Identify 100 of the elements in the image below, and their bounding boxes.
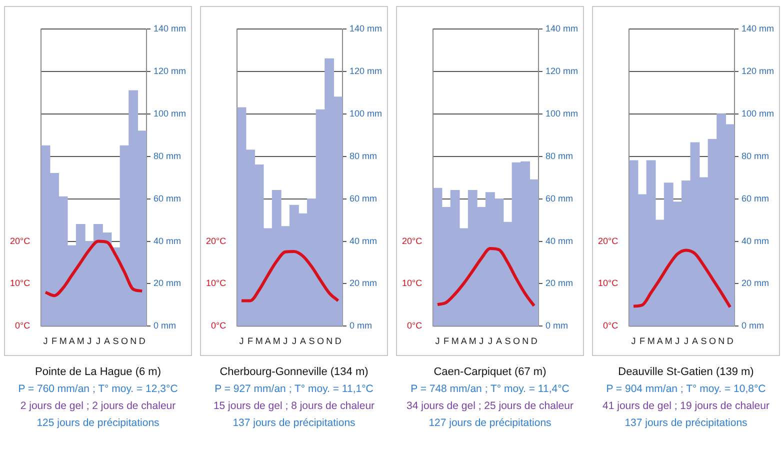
y2-tick-label: 100 mm: [741, 108, 774, 118]
y-tick-label: 10°C: [206, 278, 227, 288]
y2-tick-label: 60 mm: [349, 193, 378, 204]
x-tick-label: F: [444, 336, 450, 346]
x-tick-label: J: [435, 336, 440, 346]
y2-tick-label: 0 mm: [153, 320, 176, 331]
x-tick-label: S: [308, 336, 315, 346]
line-series: [436, 247, 536, 308]
y-tick-label: 0°C: [211, 320, 227, 331]
x-tick-label: M: [468, 336, 476, 346]
x-tick-label: S: [700, 336, 707, 346]
x-tick-label: N: [718, 336, 725, 346]
x-tick-label: J: [631, 336, 636, 346]
y2-tick-label: 40 mm: [349, 236, 378, 246]
x-tick-label: F: [640, 336, 646, 346]
x-tick-label: M: [76, 336, 84, 346]
y2-tick-label: 0 mm: [349, 320, 372, 331]
y2-tick-label: 120 mm: [349, 66, 382, 76]
x-tick-label: M: [59, 336, 67, 346]
text: 41 jours de gel ; 19 jours de chaleur: [602, 399, 770, 414]
x-tick-label: J: [283, 336, 288, 346]
y-tick-label: 20°C: [10, 236, 31, 246]
y-tick-label: 20°C: [402, 236, 423, 246]
x-tick-label: J: [96, 336, 100, 346]
y2-tick-label: 120 mm: [741, 66, 774, 76]
text: Cherbourg-Gonneville (134 m): [218, 365, 370, 380]
text: 137 jours de précipitations: [232, 416, 356, 431]
text: Caen-Carpiquet (67 m): [432, 365, 548, 380]
y2-tick-label: 40 mm: [545, 236, 574, 246]
x-tick-label: J: [87, 336, 92, 346]
y2-tick-label: 0 mm: [545, 320, 568, 331]
x-tick-label: O: [709, 336, 716, 346]
x-tick-label: N: [326, 336, 333, 346]
y-tick-label: 0°C: [603, 320, 619, 331]
x-tick-label: D: [530, 336, 538, 346]
y2-tick-label: 80 mm: [349, 150, 378, 161]
text: 125 jours de précipitations: [36, 416, 160, 431]
text: P = 748 mm/an ; T° moy. = 11,4°C: [410, 382, 570, 397]
y2-tick-label: 140 mm: [741, 23, 774, 34]
x-tick-label: J: [684, 336, 688, 346]
x-tick-label: F: [52, 336, 58, 346]
x-tick-label: A: [68, 336, 75, 346]
line-series: [240, 250, 340, 302]
text: 127 jours de précipitations: [428, 416, 552, 431]
x-tick-label: F: [248, 336, 254, 346]
y2-tick-label: 20 mm: [153, 278, 182, 288]
text: Pointe de La Hague (6 m): [34, 365, 162, 380]
y-tick-label: 0°C: [407, 320, 423, 331]
x-tick-label: J: [675, 336, 680, 346]
x-tick-label: A: [104, 336, 110, 346]
y2-tick-label: 40 mm: [153, 236, 182, 246]
x-tick-label: J: [239, 336, 244, 346]
x-tick-label: S: [112, 336, 119, 346]
y2-tick-label: 0 mm: [741, 320, 764, 331]
y2-tick-label: 120 mm: [545, 66, 578, 76]
y2-tick-label: 20 mm: [545, 278, 574, 288]
x-tick-label: N: [522, 336, 529, 346]
x-tick-label: J: [43, 336, 48, 346]
x-tick-label: M: [664, 336, 672, 346]
text: Deauville St-Gatien (139 m): [617, 365, 755, 380]
x-tick-label: J: [488, 336, 492, 346]
x-tick-label: M: [255, 336, 263, 346]
x-tick-label: M: [647, 336, 655, 346]
y2-tick-label: 40 mm: [741, 236, 770, 246]
y2-tick-label: 80 mm: [153, 150, 182, 161]
x-tick-label: D: [726, 336, 734, 346]
line-series: [44, 240, 144, 298]
x-tick-label: A: [496, 336, 502, 346]
y-tick-label: 20°C: [598, 236, 619, 246]
text: 2 jours de gel ; 2 jours de chaleur: [19, 399, 177, 414]
x-tick-label: M: [451, 336, 459, 346]
y2-tick-label: 100 mm: [545, 108, 578, 118]
x-tick-label: A: [300, 336, 306, 346]
x-tick-label: D: [138, 336, 146, 346]
y2-tick-label: 140 mm: [349, 23, 382, 34]
y2-tick-label: 60 mm: [545, 193, 574, 204]
text: 15 jours de gel ; 8 jours de chaleur: [213, 399, 375, 414]
y-tick-label: 0°C: [15, 320, 31, 331]
x-tick-label: A: [460, 336, 467, 346]
x-tick-label: A: [264, 336, 271, 346]
text: 34 jours de gel ; 25 jours de chaleur: [406, 399, 574, 414]
y2-tick-label: 20 mm: [349, 278, 378, 288]
x-tick-label: J: [479, 336, 484, 346]
y-tick-label: 10°C: [598, 278, 619, 288]
x-tick-label: A: [692, 336, 698, 346]
y2-tick-label: 140 mm: [153, 23, 186, 34]
x-tick-label: J: [292, 336, 296, 346]
y2-tick-label: 140 mm: [545, 23, 578, 34]
y2-tick-label: 100 mm: [153, 108, 186, 118]
x-tick-label: A: [656, 336, 663, 346]
y2-tick-label: 60 mm: [153, 193, 182, 204]
x-tick-label: M: [272, 336, 280, 346]
text: P = 927 mm/an ; T° moy. = 11,1°C: [214, 382, 374, 397]
y2-tick-label: 80 mm: [545, 150, 574, 161]
x-tick-label: N: [130, 336, 137, 346]
y2-tick-label: 100 mm: [349, 108, 382, 118]
text: P = 760 mm/an ; T° moy. = 12,3°C: [18, 382, 178, 397]
x-tick-label: O: [317, 336, 324, 346]
text: P = 904 mm/an ; T° moy. = 10,8°C: [605, 382, 767, 397]
line-series: [632, 248, 732, 309]
